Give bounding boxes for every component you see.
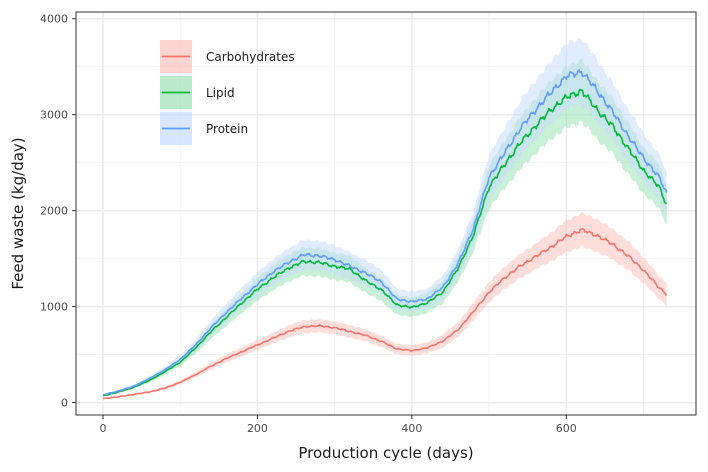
y-tick-label: 3000	[40, 109, 68, 122]
y-tick-label: 1000	[40, 301, 68, 314]
legend-item-lipid: Lipid	[160, 76, 235, 109]
series-lines	[102, 69, 668, 400]
legend-label: Lipid	[206, 86, 235, 100]
x-tick-label: 0	[100, 422, 107, 435]
confidence-bands	[103, 37, 667, 400]
band-carbohydrates	[103, 212, 667, 400]
x-tick-label: 600	[556, 422, 577, 435]
band-protein	[103, 37, 667, 396]
line-lipid	[102, 88, 667, 397]
x-axis-ticks: 0 200 400 600	[100, 415, 577, 435]
x-tick-label: 400	[401, 422, 422, 435]
y-tick-label: 0	[61, 397, 68, 410]
y-axis-title: Feed waste (kg/day)	[9, 137, 27, 289]
line-protein	[102, 69, 668, 396]
plot-panel-border	[75, 11, 697, 416]
legend-label: Carbohydrates	[206, 50, 295, 64]
y-axis-ticks: 0 1000 2000 3000 4000	[40, 13, 76, 410]
legend-item-protein: Protein	[160, 112, 248, 145]
legend-item-carbohydrates: Carbohydrates	[160, 40, 295, 73]
line-carbohydrates	[102, 227, 668, 400]
x-tick-label: 200	[247, 422, 268, 435]
y-tick-label: 2000	[40, 205, 68, 218]
y-tick-label: 4000	[40, 13, 68, 26]
legend-label: Protein	[206, 122, 248, 136]
minor-gridlines	[76, 12, 696, 415]
legend: Carbohydrates Lipid Protein	[160, 40, 295, 145]
x-axis-title: Production cycle (days)	[298, 444, 473, 462]
